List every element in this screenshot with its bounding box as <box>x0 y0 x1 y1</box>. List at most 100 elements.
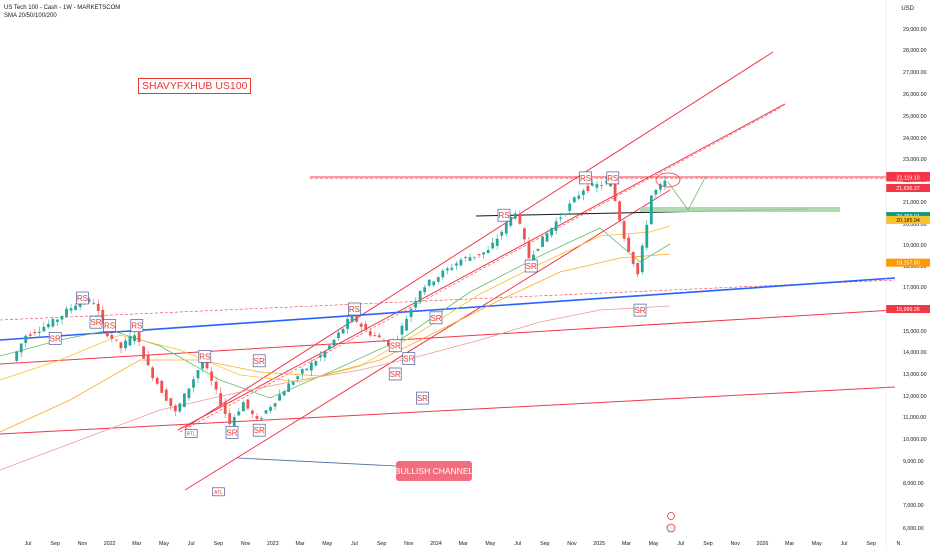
candle-body <box>486 250 490 254</box>
sr-label-text: RS <box>104 322 115 331</box>
candle-body <box>155 377 159 384</box>
x-tick-label: Mar <box>785 541 794 547</box>
x-tick-label: Sep <box>703 541 712 547</box>
y-tick-label: 6,000.00 <box>903 526 924 532</box>
candle-body <box>69 308 73 311</box>
candle-body <box>42 326 46 332</box>
price-tag-label: 18,157.80 <box>896 261 920 267</box>
candle-body <box>513 213 517 219</box>
y-tick-label: 21,000.00 <box>903 200 927 206</box>
sr-label-text: SR <box>390 342 401 351</box>
candle-body <box>423 287 427 293</box>
y-tick-label: 23,000.00 <box>903 157 927 163</box>
x-tick-label: 2022 <box>104 541 116 547</box>
channel-upper-line <box>184 51 774 429</box>
candle-body <box>405 319 408 331</box>
candle-body <box>33 332 37 334</box>
sr-label-box <box>198 350 212 363</box>
candle-body <box>164 389 168 401</box>
candle-body <box>65 308 68 317</box>
candle-body <box>595 184 599 188</box>
channel-mid-dashed-line <box>179 107 781 433</box>
candle-body <box>187 388 191 398</box>
candle-body <box>355 313 359 322</box>
candle-body <box>282 391 286 396</box>
sr-label-text: SR <box>634 306 645 315</box>
sma200-line <box>0 305 671 471</box>
candle-body <box>232 417 236 427</box>
y-tick-label: 11,000.00 <box>903 415 926 421</box>
price-tag <box>886 183 930 192</box>
sr-label-box <box>252 354 266 368</box>
candle-body <box>622 221 626 239</box>
candle-body <box>436 277 440 282</box>
y-tick-label: 28,000.00 <box>903 48 927 54</box>
candle-body <box>636 262 640 275</box>
candle-body <box>246 399 250 409</box>
sma50-line <box>0 225 671 383</box>
candle-body <box>532 254 535 260</box>
y-tick-label: 12,000.00 <box>903 394 927 400</box>
candle-body <box>260 418 263 420</box>
candle-body <box>409 309 413 317</box>
candle-body <box>364 323 368 331</box>
projection-path <box>667 175 707 211</box>
candle-body <box>640 245 644 273</box>
sr-label-text: SR <box>390 370 401 379</box>
trend-lines <box>0 51 896 491</box>
candle-body <box>491 242 495 249</box>
sr-label-box <box>388 367 402 381</box>
candle-body <box>264 410 268 414</box>
candle-body <box>368 331 372 336</box>
y-tick-label: 24,000.00 <box>903 136 927 142</box>
candle-body <box>536 248 540 251</box>
sr-label-box <box>225 426 239 439</box>
y-tick-label: 7,000.00 <box>903 503 924 509</box>
candle-body <box>24 335 28 344</box>
y-tick-label: 14,000.00 <box>903 350 927 356</box>
y-tick-label: 13,000.00 <box>903 372 927 378</box>
candle-body <box>387 340 390 346</box>
price-tag-label: 21,636.37 <box>896 186 920 192</box>
price-tag-label: 15,999.26 <box>896 307 920 313</box>
x-tick-label: May <box>322 541 332 547</box>
sr-label-box <box>402 352 416 365</box>
candle-body <box>350 313 354 323</box>
candle-body <box>455 263 458 266</box>
sr-label-box <box>497 208 511 222</box>
x-tick-label: Jul <box>514 541 521 547</box>
x-tick-label: May <box>159 541 169 547</box>
candle-body <box>151 367 155 379</box>
candle-body <box>627 237 631 252</box>
x-tick-label: Sep <box>540 541 549 547</box>
sr-label-box <box>633 303 647 317</box>
x-axis: Jul Sep Nov 2022 Mar May Jul Sep Nov 2023 Mar May Ju… <box>25 541 901 547</box>
candle-body <box>323 351 327 358</box>
x-tick-label: N <box>896 541 900 547</box>
long-term-dashed-line <box>0 279 896 321</box>
candle-body <box>210 371 213 381</box>
y-tick-label: 25,000.00 <box>903 114 927 120</box>
candle-body <box>60 315 64 320</box>
candle-body <box>663 180 667 187</box>
candle-body <box>545 233 549 242</box>
x-tick-label: 2026 <box>757 541 769 547</box>
price-tags: 22,191.5522,119.1021,636.3720,359.0120,1… <box>886 171 930 314</box>
candle-body <box>273 403 277 407</box>
sr-label-text: SR <box>526 262 537 271</box>
sr-label-text: RS <box>77 294 88 303</box>
candle-body <box>15 351 19 361</box>
candle-body <box>110 334 114 339</box>
long-term-upper-line <box>0 309 896 365</box>
candle-body <box>477 254 481 256</box>
candle-body <box>133 335 136 341</box>
bullish-channel-callout: BULLISH CHANNEL <box>395 461 473 481</box>
sr-label-box <box>48 332 62 345</box>
candle-body <box>115 339 118 341</box>
candle-body <box>495 238 499 246</box>
sr-label-text: ATL <box>214 490 223 496</box>
x-tick-label: Mar <box>295 541 304 547</box>
sr-label-box <box>416 391 429 405</box>
